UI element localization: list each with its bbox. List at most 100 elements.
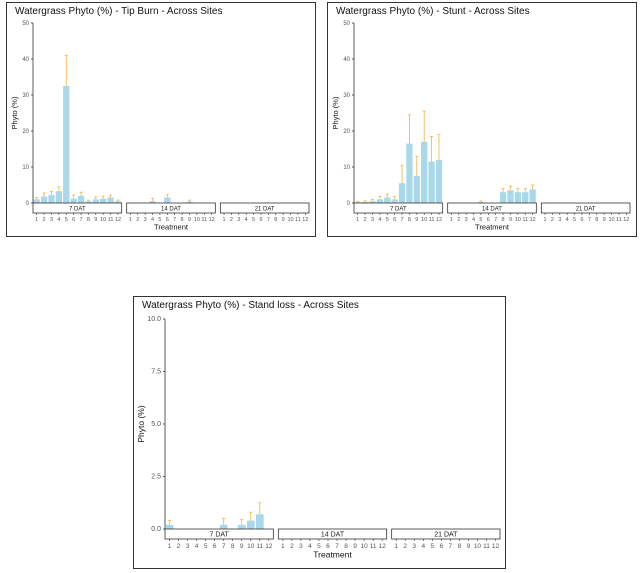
bar (413, 176, 420, 203)
x-tick-label: 1 (356, 217, 359, 223)
bar (77, 195, 85, 203)
facet-strip (391, 528, 501, 540)
x-tick-label: 12 (492, 543, 500, 550)
chart-panel-tip-burn: Watergrass Phyto (%) - Tip Burn - Across… (6, 2, 316, 237)
x-tick-label: 6 (213, 543, 217, 550)
x-tick-label: 5 (573, 217, 576, 223)
y-axis-label: Phyto (%) (331, 96, 340, 129)
x-tick-label: 5 (430, 543, 434, 550)
bar (376, 199, 384, 203)
x-tick-label: 2 (457, 217, 460, 223)
x-tick-label: 12 (115, 217, 121, 223)
y-tick-label: 40 (22, 57, 29, 63)
facet-strip (277, 528, 388, 540)
x-tick-label: 3 (144, 217, 147, 223)
x-tick-label: 12 (209, 217, 215, 223)
bar (421, 141, 428, 203)
x-tick-label: 3 (50, 217, 53, 223)
x-tick-label: 2 (177, 543, 181, 550)
x-tick-label: 6 (259, 217, 262, 223)
x-tick-label: 11 (522, 217, 528, 223)
chart-panel-stunt: Watergrass Phyto (%) - Stunt - Across Si… (327, 2, 637, 237)
y-tick-label: 20 (343, 129, 350, 135)
x-tick-label: 4 (308, 543, 312, 550)
bar (92, 199, 99, 203)
facet-strip (447, 202, 537, 214)
bar (40, 196, 48, 203)
facet-label: 7 DAT (69, 207, 86, 213)
y-tick-label: 20 (22, 129, 29, 135)
facet-strip (126, 202, 216, 214)
x-tick-label: 11 (295, 217, 301, 223)
x-tick-label: 8 (408, 217, 411, 223)
facet-label: 14 DAT (321, 532, 345, 539)
facet-strip (219, 202, 310, 214)
facet-strip (164, 528, 274, 540)
x-tick-label: 9 (94, 217, 97, 223)
bar (406, 143, 413, 203)
x-tick-label: 6 (326, 543, 330, 550)
x-tick-label: 9 (603, 217, 606, 223)
x-tick-label: 1 (35, 217, 38, 223)
x-tick-label: 1 (222, 217, 225, 223)
bar (55, 191, 63, 203)
x-tick-label: 5 (252, 217, 255, 223)
bar (186, 201, 193, 203)
x-tick-label: 1 (543, 217, 546, 223)
y-tick-label: 5.0 (151, 421, 161, 428)
x-tick-label: 5 (158, 217, 161, 223)
x-tick-label: 9 (353, 543, 357, 550)
y-tick-label: 0.0 (151, 526, 161, 533)
facet-label: 21 DAT (255, 207, 275, 213)
x-tick-label: 4 (472, 217, 475, 223)
chart-title: Watergrass Phyto (%) - Stand loss - Acro… (142, 300, 359, 311)
x-tick-label: 4 (57, 217, 60, 223)
y-tick-label: 50 (22, 21, 29, 27)
x-tick-label: 1 (129, 217, 132, 223)
x-tick-label: 4 (151, 217, 154, 223)
facet-label: 21 DAT (576, 207, 596, 213)
y-tick-label: 10 (22, 165, 29, 171)
bar (398, 183, 406, 203)
x-tick-label: 8 (87, 217, 90, 223)
x-tick-label: 11 (256, 543, 263, 550)
bar (499, 192, 507, 203)
bar (369, 201, 376, 203)
facet-strip (32, 202, 123, 214)
x-tick-label: 4 (566, 217, 569, 223)
x-tick-label: 7 (79, 217, 82, 223)
y-tick-label: 10.0 (147, 316, 161, 323)
x-tick-label: 9 (467, 543, 471, 550)
x-tick-label: 10 (287, 217, 293, 223)
x-tick-label: 12 (379, 543, 387, 550)
x-tick-label: 8 (181, 217, 184, 223)
x-axis-label: Treatment (313, 550, 352, 560)
x-tick-label: 11 (483, 543, 490, 550)
x-tick-label: 7 (222, 543, 226, 550)
x-tick-label: 6 (440, 543, 444, 550)
bar (246, 520, 255, 529)
x-tick-label: 6 (166, 217, 169, 223)
bar (219, 524, 228, 529)
bar (361, 201, 369, 203)
bar (114, 201, 122, 203)
bar (164, 197, 171, 203)
bar (522, 192, 529, 203)
bar (477, 201, 485, 203)
x-tick-label: 7 (267, 217, 270, 223)
bar (507, 190, 514, 203)
y-tick-label: 40 (343, 57, 350, 63)
x-tick-label: 8 (231, 543, 235, 550)
x-tick-label: 3 (186, 543, 190, 550)
bar (237, 524, 246, 529)
x-tick-label: 12 (265, 543, 273, 550)
x-tick-label: 9 (415, 217, 418, 223)
x-tick-label: 5 (65, 217, 68, 223)
x-tick-label: 12 (436, 217, 442, 223)
x-tick-label: 12 (302, 217, 308, 223)
facet-strip (353, 202, 444, 214)
x-tick-label: 6 (393, 217, 396, 223)
x-tick-label: 8 (458, 543, 462, 550)
bar (428, 161, 435, 203)
x-tick-label: 4 (195, 543, 199, 550)
